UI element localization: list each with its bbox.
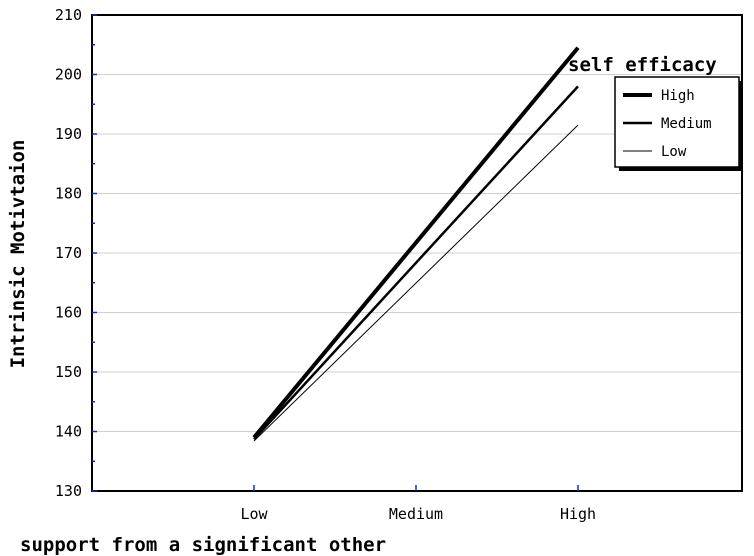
legend-title: self efficacy	[568, 54, 717, 76]
x-tick-label: High	[560, 505, 596, 523]
x-tick-label: Medium	[389, 505, 443, 523]
y-tick-label: 170	[55, 244, 82, 262]
y-axis-title: Intrinsic Motivtaion	[7, 140, 29, 369]
y-tick-label: 150	[55, 363, 82, 381]
x-axis-title: support from a significant other	[20, 534, 386, 556]
x-tick-label: Low	[240, 505, 268, 523]
y-tick-label: 200	[55, 66, 82, 84]
y-tick-label: 190	[55, 125, 82, 143]
legend-items: High Medium Low	[623, 88, 712, 160]
y-tick-label: 130	[55, 482, 82, 500]
x-axis: Low Medium High	[240, 485, 596, 523]
legend-label: Medium	[661, 116, 712, 132]
gridlines	[92, 74, 742, 432]
y-axis: 130 140 150 160 170 180 190 200 210	[55, 6, 97, 500]
y-tick-label: 210	[55, 6, 82, 24]
legend-label: Low	[661, 144, 687, 160]
series-lines	[252, 46, 580, 442]
series-line-medium	[253, 85, 579, 441]
y-tick-label: 140	[55, 423, 82, 441]
y-tick-label: 160	[55, 304, 82, 322]
y-tick-label: 180	[55, 185, 82, 203]
legend: self efficacy High Medium Low	[568, 54, 743, 171]
series-line-high	[252, 46, 580, 439]
legend-label: High	[661, 88, 695, 104]
series-line-low	[253, 124, 579, 442]
